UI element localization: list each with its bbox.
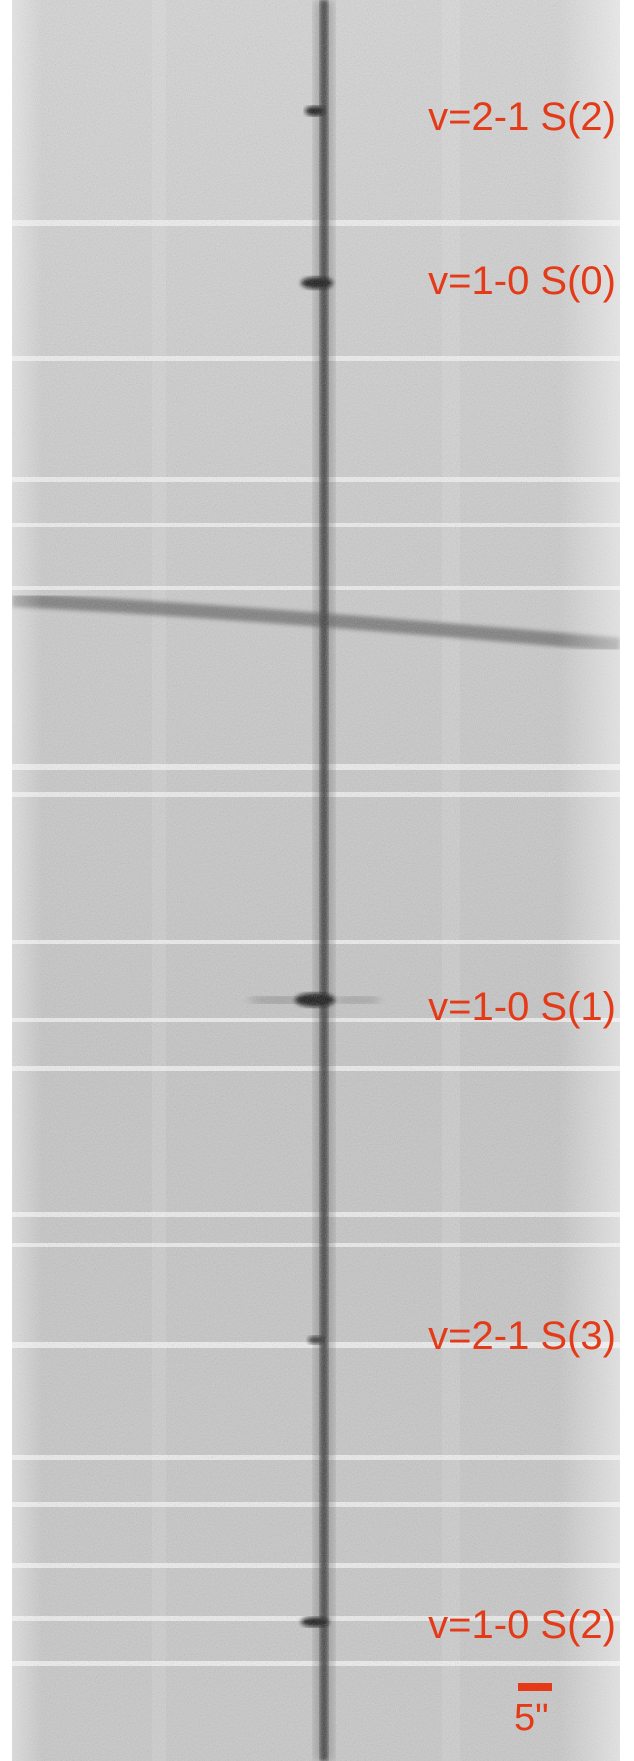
- line-label-4: v=2-1 S(3): [428, 1314, 616, 1358]
- line-label-2: v=1-0 S(0): [428, 259, 616, 303]
- line-label-5: v=1-0 S(2): [428, 1603, 616, 1647]
- long-slit-spectrum-image: [12, 0, 620, 1761]
- line-label-3: v=1-0 S(1): [428, 985, 616, 1029]
- scale-bar: [518, 1683, 552, 1691]
- line-label-1: v=2-1 S(2): [428, 95, 616, 139]
- scale-label: 5": [514, 1697, 549, 1739]
- edge-fade: [12, 0, 620, 1761]
